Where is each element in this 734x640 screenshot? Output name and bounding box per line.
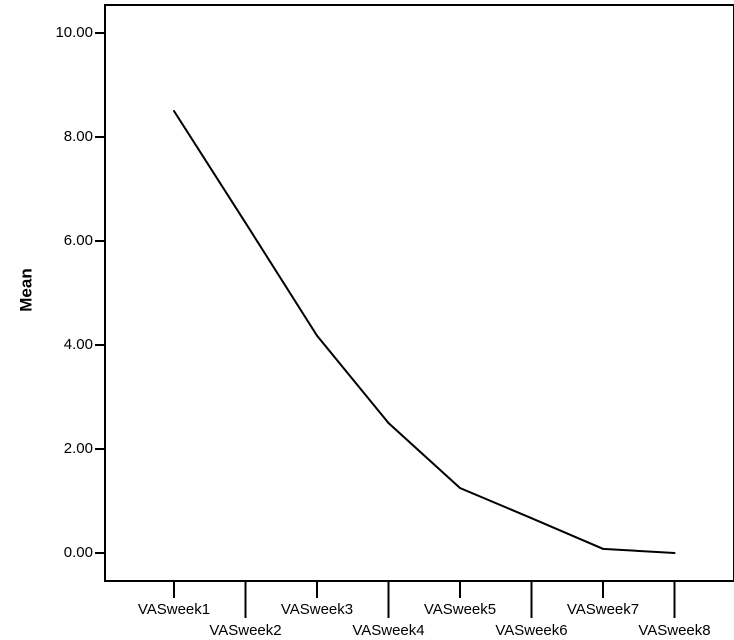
y-tick-label: 0.00 <box>64 544 93 561</box>
x-tick-label: VASweek1 <box>138 601 210 618</box>
y-axis-title: Mean <box>16 268 35 311</box>
data-point <box>173 110 175 112</box>
x-tick-label: VASweek4 <box>352 622 424 639</box>
series-line <box>173 110 675 554</box>
data-points <box>173 110 676 554</box>
x-tick-label: VASweek7 <box>567 601 639 618</box>
data-point <box>673 552 676 554</box>
x-tick-label: VASweek3 <box>281 601 353 618</box>
y-tick-label: 2.00 <box>64 440 93 457</box>
x-tick-label: VASweek8 <box>638 622 710 639</box>
y-tick-label: 4.00 <box>64 336 93 353</box>
y-tick-label: 6.00 <box>64 232 93 249</box>
data-point <box>530 517 533 520</box>
y-tick-label: 8.00 <box>64 128 93 145</box>
data-point <box>244 221 247 224</box>
x-tick-label: VASweek2 <box>209 622 281 639</box>
data-point <box>602 547 604 550</box>
plot-frame <box>104 4 734 582</box>
y-axis: 0.00 2.00 4.00 6.00 8.00 10.00 <box>55 24 105 561</box>
data-point <box>316 334 318 337</box>
data-point <box>387 422 390 424</box>
x-tick-label: VASweek6 <box>495 622 567 639</box>
y-tick-label: 10.00 <box>55 24 93 41</box>
x-tick-label: VASweek5 <box>424 601 496 618</box>
data-point <box>459 487 461 489</box>
